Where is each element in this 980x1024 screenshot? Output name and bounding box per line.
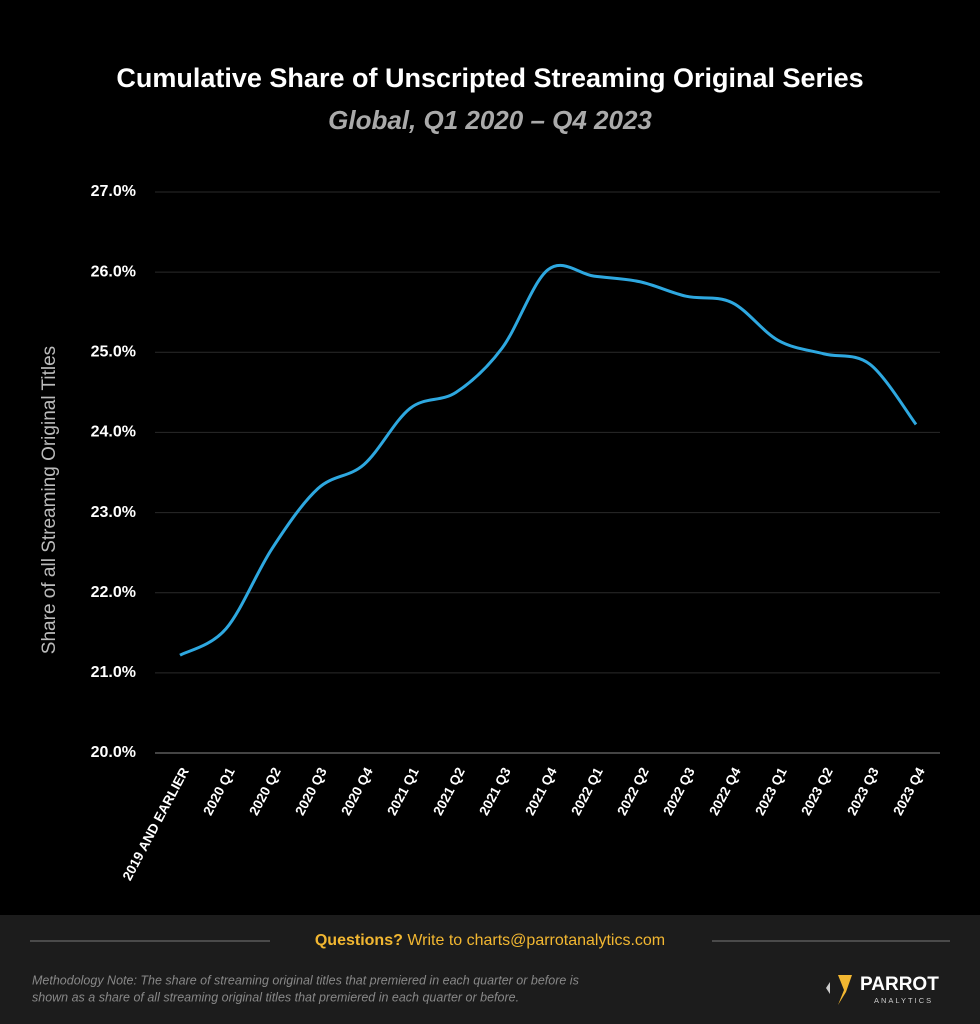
- y-tick-label: 25.0%: [91, 344, 136, 361]
- methodology-note: Methodology Note: The share of streaming…: [32, 973, 579, 987]
- y-tick-label: 24.0%: [91, 424, 136, 441]
- background: [0, 0, 980, 915]
- question-text: Write to charts@parrotanalytics.com: [407, 932, 665, 949]
- y-tick-label: 26.0%: [91, 263, 136, 280]
- methodology-note: shown as a share of all streaming origin…: [32, 990, 519, 1004]
- chart-subtitle: Global, Q1 2020 – Q4 2023: [328, 105, 652, 135]
- logo-icon: [838, 975, 852, 1005]
- logo-sub: ANALYTICS: [874, 996, 933, 1005]
- chart-title: Cumulative Share of Unscripted Streaming…: [116, 63, 863, 93]
- y-tick-label: 23.0%: [91, 504, 136, 521]
- footer-question: Questions? Write to charts@parrotanalyti…: [315, 932, 665, 949]
- y-tick-label: 22.0%: [91, 584, 136, 601]
- question-lead: Questions?: [315, 932, 403, 949]
- footer-background: [0, 915, 980, 1024]
- logo-name: PARROT: [860, 974, 939, 995]
- logo-arrow: [826, 982, 830, 994]
- data-line: [179, 263, 918, 657]
- y-tick-label: 27.0%: [91, 183, 136, 200]
- y-tick-label: 20.0%: [91, 744, 136, 761]
- y-axis-label: Share of all Streaming Original Titles: [39, 346, 60, 654]
- y-tick-label: 21.0%: [91, 664, 136, 681]
